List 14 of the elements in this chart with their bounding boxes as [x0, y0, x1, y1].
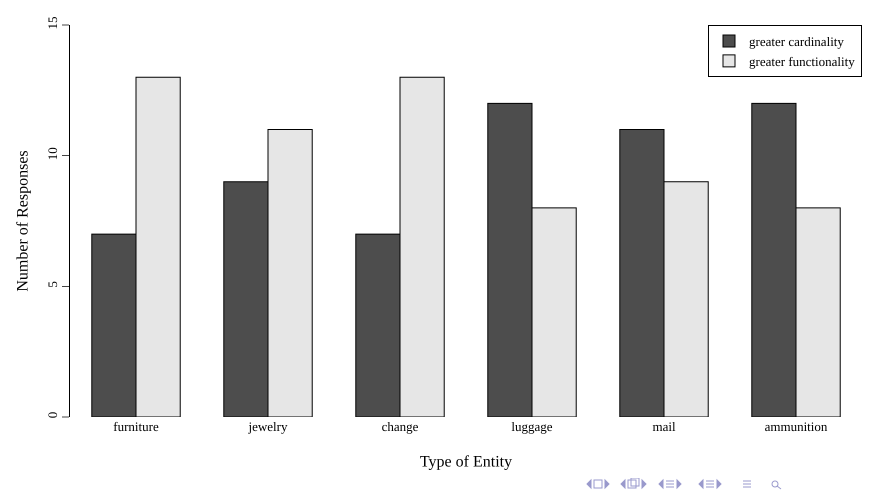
legend-label: greater cardinality — [749, 34, 844, 50]
x-tick-label: mail — [652, 419, 676, 434]
y-axis-title: Number of Responses — [14, 150, 32, 292]
y-tick-label: 10 — [44, 147, 60, 160]
x-tick-label: furniture — [113, 419, 159, 434]
x-tick-label: ammunition — [764, 419, 828, 434]
legend-label: greater functionality — [749, 54, 856, 69]
y-tick-label: 5 — [44, 281, 60, 288]
x-tick-label: luggage — [511, 419, 553, 434]
x-tick-label: jewelry — [248, 419, 288, 434]
x-tick-label: change — [382, 419, 419, 434]
y-tick-label: 0 — [44, 412, 60, 418]
y-tick-label: 15 — [44, 16, 60, 30]
x-axis-title: Type of Entity — [420, 454, 512, 471]
